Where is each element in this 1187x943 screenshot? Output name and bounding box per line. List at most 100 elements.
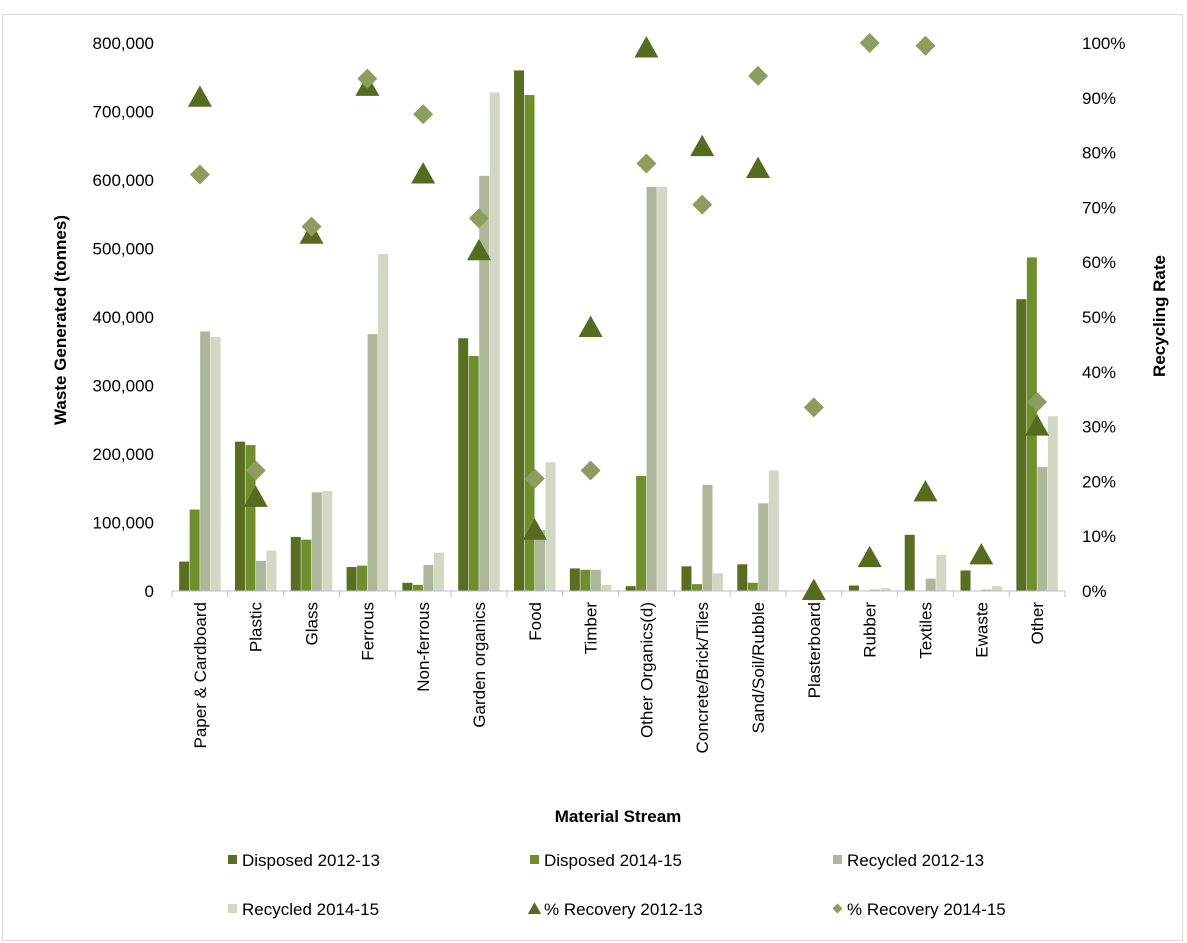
legend-label: Disposed 2012-13 bbox=[242, 851, 380, 870]
y-tick-label: 700,000 bbox=[93, 103, 154, 122]
bar-recycled-2014-15 bbox=[210, 336, 221, 591]
marker--recovery-2012-13 bbox=[466, 238, 491, 261]
y2-tick-label: 80% bbox=[1082, 144, 1116, 163]
marker--recovery-2012-13 bbox=[690, 134, 715, 157]
bar-recycled-2012-13 bbox=[758, 503, 769, 591]
bar-recycled-2014-15 bbox=[378, 253, 389, 592]
bar-disposed-2012-13 bbox=[1016, 299, 1027, 591]
bar-recycled-2014-15 bbox=[768, 470, 779, 591]
y2-tick-label: 60% bbox=[1082, 253, 1116, 272]
bar-recycled-2012-13 bbox=[869, 589, 880, 591]
marker--recovery-2012-13 bbox=[969, 542, 994, 565]
y2-tick-label: 20% bbox=[1082, 472, 1116, 491]
marker--recovery-2012-13 bbox=[578, 315, 603, 337]
legend-label: Recycled 2012-13 bbox=[847, 851, 984, 870]
bar-disposed-2012-13 bbox=[848, 585, 859, 591]
bar-disposed-2014-15 bbox=[747, 582, 758, 591]
legend-swatch--recovery-2012-13 bbox=[527, 902, 542, 914]
bar-disposed-2012-13 bbox=[625, 586, 636, 591]
bar-disposed-2012-13 bbox=[346, 567, 357, 591]
bar-disposed-2014-15 bbox=[245, 445, 256, 591]
x-tick-label: Garden organics bbox=[470, 602, 489, 728]
y-tick-label: 300,000 bbox=[93, 377, 154, 396]
legend-swatch-disposed-2014-15 bbox=[530, 855, 539, 864]
y-tick-label: 100,000 bbox=[93, 514, 154, 533]
legend-label: % Recovery 2014-15 bbox=[847, 900, 1006, 919]
x-tick-label: Timber bbox=[582, 602, 601, 655]
marker--recovery-2014-15 bbox=[468, 208, 489, 229]
bar-disposed-2014-15 bbox=[301, 539, 312, 591]
x-tick-label: Plasterboard bbox=[805, 602, 824, 698]
y-tick-label: 800,000 bbox=[93, 34, 154, 53]
bar-disposed-2014-15 bbox=[524, 95, 535, 591]
bar-disposed-2014-15 bbox=[189, 509, 200, 591]
bar-recycled-2014-15 bbox=[657, 186, 668, 591]
bar-disposed-2012-13 bbox=[290, 536, 301, 591]
y-tick-label: 200,000 bbox=[93, 445, 154, 464]
bar-disposed-2012-13 bbox=[234, 441, 245, 591]
bar-disposed-2012-13 bbox=[458, 338, 469, 591]
x-tick-label: Plastic bbox=[247, 602, 266, 653]
marker--recovery-2014-15 bbox=[1027, 391, 1048, 412]
marker--recovery-2014-15 bbox=[803, 397, 824, 418]
y-tick-label: 500,000 bbox=[93, 240, 154, 259]
marker--recovery-2014-15 bbox=[580, 460, 601, 481]
y2-tick-label: 40% bbox=[1082, 363, 1116, 382]
bar-recycled-2012-13 bbox=[702, 484, 713, 591]
x-tick-label: Rubber bbox=[861, 602, 880, 658]
marker--recovery-2012-13 bbox=[801, 578, 826, 600]
x-tick-label: Food bbox=[526, 602, 545, 641]
x-tick-label: Ewaste bbox=[972, 602, 991, 658]
marker--recovery-2012-13 bbox=[411, 162, 436, 184]
bar-disposed-2012-13 bbox=[569, 568, 580, 591]
y-tick-label: 0 bbox=[145, 582, 154, 601]
marker--recovery-2012-13 bbox=[634, 36, 659, 58]
bar-recycled-2012-13 bbox=[981, 589, 992, 591]
bar-recycled-2012-13 bbox=[925, 578, 936, 591]
bar-disposed-2014-15 bbox=[412, 584, 423, 591]
x-tick-label: Textiles bbox=[916, 602, 935, 659]
bar-recycled-2014-15 bbox=[545, 462, 556, 591]
marker--recovery-2014-15 bbox=[357, 68, 378, 89]
bar-disposed-2014-15 bbox=[468, 356, 479, 591]
marker--recovery-2014-15 bbox=[636, 153, 657, 174]
bar-disposed-2012-13 bbox=[514, 70, 525, 591]
marker--recovery-2014-15 bbox=[524, 468, 545, 489]
bar-recycled-2012-13 bbox=[646, 186, 657, 591]
y2-tick-label: 90% bbox=[1082, 89, 1116, 108]
plot-area: 0 100,000 200,000 300,000 400,000 500,000 600,… bbox=[93, 33, 1125, 753]
marker--recovery-2012-13 bbox=[187, 85, 212, 107]
bar-disposed-2012-13 bbox=[179, 561, 190, 591]
bar-recycled-2014-15 bbox=[1047, 416, 1058, 591]
marker--recovery-2012-13 bbox=[243, 485, 268, 507]
marker--recovery-2014-15 bbox=[301, 216, 322, 237]
bar-recycled-2014-15 bbox=[433, 552, 444, 591]
x-tick-label: Glass bbox=[303, 602, 322, 645]
marker--recovery-2014-15 bbox=[189, 164, 210, 185]
bar-recycled-2014-15 bbox=[712, 573, 723, 591]
legend-label: Recycled 2014-15 bbox=[242, 900, 379, 919]
bar-recycled-2014-15 bbox=[880, 588, 891, 591]
bar-recycled-2014-15 bbox=[601, 584, 612, 591]
marker--recovery-2012-13 bbox=[522, 518, 547, 540]
bar-recycled-2014-15 bbox=[266, 550, 277, 591]
bar-recycled-2012-13 bbox=[1037, 467, 1048, 591]
y2-tick-label: 100% bbox=[1082, 34, 1125, 53]
bar-recycled-2012-13 bbox=[367, 334, 378, 591]
bar-disposed-2014-15 bbox=[636, 475, 647, 591]
x-tick-label: Other bbox=[1028, 602, 1047, 645]
bar-recycled-2014-15 bbox=[322, 490, 333, 591]
marker--recovery-2012-13 bbox=[1025, 414, 1050, 436]
x-tick-label: Concrete/Brick/Tiles bbox=[693, 602, 712, 753]
bar-recycled-2012-13 bbox=[479, 175, 490, 591]
bar-recycled-2012-13 bbox=[200, 331, 211, 591]
marker--recovery-2014-15 bbox=[748, 65, 769, 86]
x-axis-title: Material Stream bbox=[555, 807, 682, 826]
y-tick-label: 400,000 bbox=[93, 308, 154, 327]
y2-tick-label: 50% bbox=[1082, 308, 1116, 327]
x-tick-label: Non-ferrous bbox=[414, 602, 433, 692]
bar-recycled-2014-15 bbox=[936, 554, 947, 591]
y2-tick-label: 10% bbox=[1082, 527, 1116, 546]
y2-tick-label: 0% bbox=[1082, 582, 1107, 601]
